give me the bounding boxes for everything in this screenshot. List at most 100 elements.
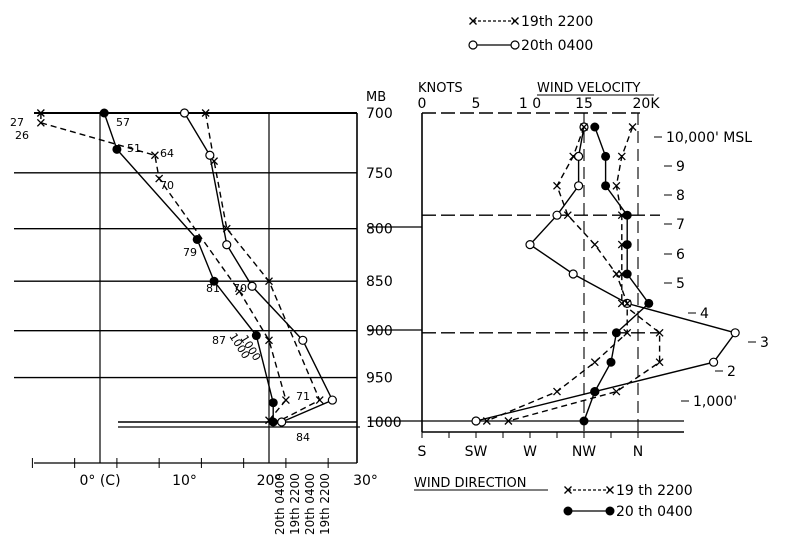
temp-point-b (36, 109, 45, 117)
temp-point (179, 108, 190, 118)
pressure-tick-label: 850 (366, 274, 393, 290)
wind-point (573, 181, 584, 191)
legend-top-1-label: 20th 0400 (521, 38, 593, 54)
legend-bottom-0-marker-end (606, 486, 614, 494)
dew-point-annotation: 27 (10, 116, 24, 129)
legend-bottom-1-label: 20 th 0400 (616, 504, 693, 520)
temp-point (265, 336, 273, 345)
wind-grid (368, 112, 684, 438)
pressure-axis-label: MB (366, 90, 386, 105)
temp-point (277, 417, 287, 427)
altitude-label: 4 (700, 306, 709, 322)
wind-point (730, 328, 740, 338)
wind-point (579, 416, 589, 426)
wind-point (655, 328, 664, 337)
wind-point (590, 387, 600, 397)
dew-point-annotation: 51 (127, 142, 141, 155)
wind-point (655, 358, 664, 367)
wind-point (622, 210, 632, 220)
wind-point (563, 211, 572, 220)
wind-point-b (553, 387, 561, 396)
dew-point-annotation: 70 (233, 282, 247, 295)
temp-point-b (201, 109, 210, 117)
wind-point-b (553, 181, 561, 190)
wind-point (622, 240, 632, 250)
dew-point-annotation: 81 (206, 282, 220, 295)
wind-point (611, 328, 621, 338)
wind-point-b (580, 123, 588, 131)
temp-point (222, 240, 232, 250)
time-label: 19th 2200 (318, 473, 332, 535)
legend-top-0-marker-start-b (469, 17, 477, 25)
temp-point (201, 109, 210, 117)
wind-velocity-title: WIND VELOCITY (537, 81, 641, 96)
wind-point (471, 416, 481, 426)
wind-series-0 (508, 126, 661, 422)
temp-point (36, 118, 45, 127)
wind-point (601, 151, 611, 161)
temp-point (327, 395, 337, 405)
wind-point (590, 122, 600, 132)
pressure-tick-label: 750 (366, 166, 393, 182)
wind-point (590, 358, 599, 367)
velocity-tick-label: 0 (418, 96, 427, 112)
wind-series (471, 122, 740, 426)
temp-point (150, 151, 159, 160)
velocity-tick-label: 20K (633, 96, 661, 112)
wind-point-b (612, 270, 621, 278)
temp-point-b (265, 277, 273, 286)
temp-point-b (155, 174, 164, 183)
wind-direction-label: WIND DIRECTION (414, 476, 526, 491)
knots-label: KNOTS (418, 81, 463, 96)
pressure-tick-label: 950 (366, 371, 393, 387)
temp-point-b (281, 396, 290, 405)
legend-top-1-marker-end (510, 40, 520, 50)
pressure-tick-label: 800 (366, 222, 393, 238)
legend-bottom-0-marker-start-b (564, 486, 572, 494)
temperature-tick-label: 30° (353, 473, 378, 489)
wind-point (552, 210, 562, 220)
temp-point (268, 417, 278, 427)
wind-point (573, 151, 584, 161)
temperature-series (36, 108, 337, 427)
dew-point-annotation: 87 (212, 334, 226, 347)
wind-point (622, 269, 632, 279)
time-label: 19th 2200 (288, 473, 302, 535)
legend-top-1-marker-start (468, 40, 478, 50)
dew-point-annotation: 70 (160, 179, 174, 192)
altitude-label: 3 (760, 335, 769, 351)
legend-top-0-marker-end (511, 17, 519, 25)
altitude-label: 5 (676, 276, 685, 292)
altitude-label: 6 (676, 247, 685, 263)
legend-top-0-label: 19th 2200 (521, 14, 593, 30)
temp-point (268, 398, 278, 408)
wind-point (612, 270, 621, 278)
legends: 19th 2200 20th 0400 19 th 2200 20 th 0400 (468, 14, 693, 520)
temp-point (205, 150, 215, 160)
wind-point (525, 240, 535, 250)
wind-point (553, 181, 561, 190)
legend-bottom-0-label: 19 th 2200 (616, 483, 693, 499)
velocity-tick-label: 1 0 (519, 96, 541, 112)
legend-top-0-marker-start (469, 17, 477, 25)
altitude-label: 10,000' MSL (666, 130, 752, 146)
pressure-tick-label: 700 (366, 106, 393, 122)
temp-point (251, 331, 261, 341)
altitude-label: 9 (676, 159, 685, 175)
wind-point-b (563, 211, 572, 220)
wind-point (606, 357, 616, 367)
altitude-label: 1,000' (693, 394, 737, 410)
wind-point (504, 417, 513, 425)
dew-point-annotation: 71 (296, 390, 310, 403)
temp-point (99, 108, 109, 118)
temperature-tick-label: 0° (C) (79, 473, 120, 489)
pressure-tick-label: 1000 (366, 415, 402, 431)
temp-point-b (36, 118, 45, 127)
temperature-tick-label: 20° (257, 473, 282, 489)
temperature-grid (14, 112, 360, 468)
temp-point (235, 287, 244, 296)
direction-tick-label: N (633, 444, 643, 460)
wind-point-b (655, 328, 664, 337)
wind-point-b (504, 417, 513, 425)
temp-series-2 (40, 113, 287, 421)
